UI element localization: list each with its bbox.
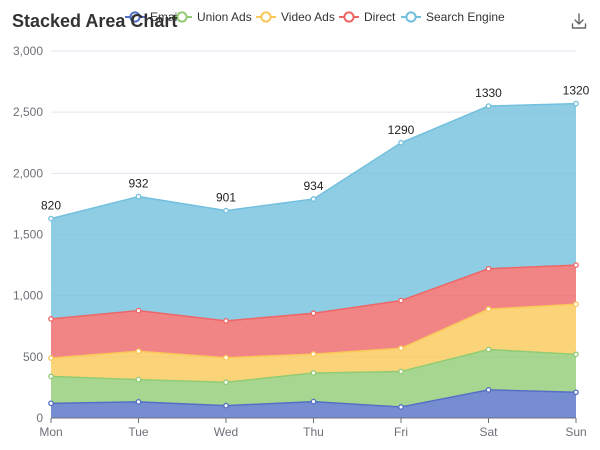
point-search-engine[interactable]	[485, 103, 492, 109]
legend-item-union-ads[interactable]: Union Ads	[172, 10, 252, 24]
legend-marker	[343, 11, 355, 23]
x-tick-label: Fri	[394, 425, 408, 439]
point-union-ads[interactable]	[48, 373, 54, 380]
legend-label: Direct	[364, 10, 396, 24]
point-video-ads[interactable]	[310, 351, 317, 357]
legend-marker	[405, 11, 417, 23]
point-email[interactable]	[398, 404, 404, 410]
point-video-ads[interactable]	[48, 355, 54, 361]
point-email[interactable]	[223, 402, 229, 409]
point-direct[interactable]	[135, 307, 142, 314]
point-search-engine[interactable]	[310, 196, 317, 202]
data-label: 932	[128, 177, 148, 191]
y-tick-label: 2,000	[13, 166, 43, 180]
point-direct[interactable]	[398, 297, 404, 304]
x-tick-label: Sat	[479, 425, 498, 439]
point-email[interactable]	[310, 398, 317, 405]
point-union-ads[interactable]	[398, 368, 404, 375]
point-union-ads[interactable]	[573, 351, 579, 358]
point-email[interactable]	[573, 389, 579, 396]
legend-label: Email	[150, 10, 180, 24]
legend-label: Search Engine	[426, 10, 505, 24]
series-points	[48, 100, 579, 410]
legend-marker	[129, 11, 141, 23]
point-video-ads[interactable]	[398, 345, 404, 352]
x-tick-label: Sun	[565, 425, 586, 439]
data-label: 1320	[563, 84, 590, 98]
point-union-ads[interactable]	[310, 370, 317, 376]
point-email[interactable]	[485, 387, 492, 393]
point-video-ads[interactable]	[573, 301, 579, 308]
point-search-engine[interactable]	[398, 139, 404, 146]
point-video-ads[interactable]	[485, 306, 492, 312]
y-tick-label: 500	[23, 350, 43, 364]
axes: 0 500 1,000 1,500 2,000 2,500 3,000 Mon Tue Wed Th…	[13, 44, 587, 439]
data-label: 1290	[388, 123, 415, 137]
point-direct[interactable]	[223, 318, 229, 324]
y-tick-label: 0	[36, 411, 43, 425]
legend-item-email[interactable]: Email	[125, 10, 180, 24]
y-tick-label: 1,500	[13, 228, 43, 242]
point-union-ads[interactable]	[135, 376, 142, 383]
x-tick-label: Thu	[303, 425, 324, 439]
legend-item-search-engine[interactable]: Search Engine	[401, 10, 505, 24]
y-tick-label: 1,000	[13, 289, 43, 303]
point-video-ads[interactable]	[135, 348, 142, 355]
y-tick-label: 2,500	[13, 105, 43, 119]
point-direct[interactable]	[573, 262, 579, 268]
legend-marker	[260, 11, 272, 23]
legend-label: Video Ads	[281, 10, 335, 24]
point-search-engine[interactable]	[573, 100, 579, 107]
area-search-engine	[51, 103, 576, 321]
area-direct	[51, 265, 576, 359]
legend-label: Union Ads	[197, 10, 252, 24]
data-labels: 820 932 901 934 1290 1330 1320	[41, 84, 590, 213]
point-search-engine[interactable]	[223, 207, 229, 214]
point-search-engine[interactable]	[48, 215, 54, 222]
download-icon	[571, 13, 587, 29]
y-tick-label: 3,000	[13, 44, 43, 58]
point-email[interactable]	[135, 399, 142, 405]
data-label: 934	[303, 179, 323, 193]
x-tick-label: Tue	[128, 425, 149, 439]
legend: Email Union Ads Video Ads Direct Search Engi…	[125, 10, 505, 24]
x-tick-label: Wed	[214, 425, 238, 439]
point-search-engine[interactable]	[135, 193, 142, 200]
data-label: 901	[216, 191, 236, 205]
area-video-ads	[51, 304, 576, 383]
data-label: 820	[41, 199, 61, 213]
point-video-ads[interactable]	[223, 354, 229, 361]
point-direct[interactable]	[310, 310, 317, 317]
point-union-ads[interactable]	[485, 346, 492, 353]
point-direct[interactable]	[48, 316, 54, 322]
data-label: 1330	[475, 86, 502, 100]
point-union-ads[interactable]	[223, 379, 229, 386]
area-union-ads	[51, 349, 576, 407]
legend-item-video-ads[interactable]: Video Ads	[256, 10, 335, 24]
chart-title: Stacked Area Chart	[12, 11, 177, 31]
point-email[interactable]	[48, 400, 54, 407]
x-tick-label: Mon	[39, 425, 62, 439]
download-button[interactable]	[569, 11, 589, 31]
legend-marker	[176, 11, 188, 23]
legend-item-direct[interactable]: Direct	[339, 10, 396, 24]
point-direct[interactable]	[485, 265, 492, 272]
